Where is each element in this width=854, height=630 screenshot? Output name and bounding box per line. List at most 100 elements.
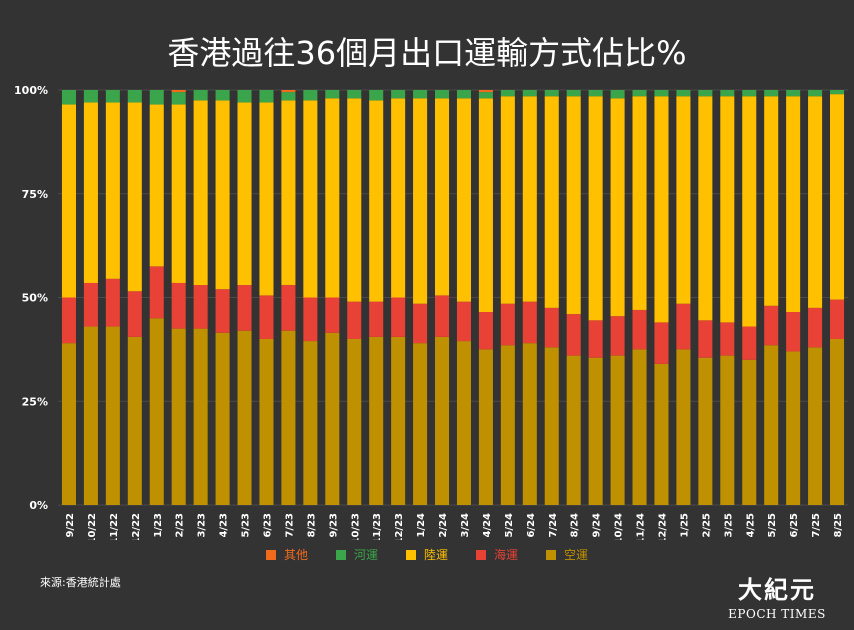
bar-segment-陸運 — [764, 96, 779, 306]
bar-segment-河運 — [127, 90, 142, 103]
bar-segment-河運 — [456, 90, 471, 99]
bar-segment-河運 — [215, 90, 230, 101]
x-tick-label: 3/24 — [460, 513, 471, 538]
bar-stack-5-25 — [764, 90, 779, 505]
y-tick-label: 0% — [29, 499, 48, 512]
x-tick-label: 1/23 — [153, 513, 164, 538]
y-tick-label: 75% — [22, 188, 48, 201]
bar-segment-空運 — [325, 332, 340, 505]
x-tick-label: 5/24 — [504, 513, 515, 538]
legend-swatch — [546, 549, 557, 560]
bar-segment-陸運 — [435, 98, 450, 296]
bar-segment-海運 — [522, 301, 537, 344]
bar-segment-陸運 — [171, 104, 186, 283]
bar-segment-海運 — [325, 297, 340, 333]
x-tick-label: 4/25 — [745, 513, 756, 538]
bar-segment-陸運 — [391, 98, 406, 298]
x-tick-label: 9/23 — [328, 513, 339, 538]
bar-stack-11-22 — [105, 90, 120, 505]
bar-segment-陸運 — [303, 100, 318, 298]
bar-stack-4-24 — [478, 90, 493, 505]
bar-stack-5-24 — [500, 90, 515, 505]
chart-legend: 其他 河運 陸運 海運 空運 — [0, 546, 854, 563]
bar-stack-11-24 — [632, 90, 647, 505]
bar-segment-陸運 — [742, 96, 757, 327]
bar-segment-陸運 — [830, 94, 845, 300]
chart-title: 香港過往36個月出口運輸方式佔比% — [167, 34, 687, 72]
x-tick-label: 11/22 — [109, 513, 120, 540]
bar-stacks — [61, 90, 845, 505]
bar-segment-空運 — [742, 359, 757, 505]
bar-segment-空運 — [764, 345, 779, 505]
bar-segment-河運 — [742, 90, 757, 97]
bar-segment-陸運 — [61, 104, 76, 298]
bar-stack-9-23 — [325, 90, 340, 505]
bar-segment-河運 — [391, 90, 406, 99]
bar-segment-海運 — [369, 301, 384, 337]
bar-segment-陸運 — [720, 96, 735, 323]
bar-segment-空運 — [391, 336, 406, 505]
bar-segment-海運 — [654, 322, 669, 364]
x-tick-label: 1/24 — [416, 513, 427, 538]
bar-stack-9-24 — [588, 90, 603, 505]
bar-segment-空運 — [193, 328, 208, 505]
bar-stack-7-23 — [281, 90, 296, 505]
bar-segment-海運 — [830, 299, 845, 339]
bar-segment-空運 — [369, 336, 384, 505]
bar-segment-空運 — [566, 355, 581, 505]
x-tick-label: 8/25 — [833, 513, 844, 538]
bar-segment-空運 — [786, 351, 801, 505]
bar-stack-12-22 — [127, 90, 142, 505]
bar-segment-空運 — [456, 341, 471, 505]
bar-segment-河運 — [193, 90, 208, 101]
source-note: 來源:香港統計處 — [40, 576, 121, 589]
bar-segment-陸運 — [237, 102, 252, 286]
bar-stack-8-23 — [303, 90, 318, 505]
bar-stack-7-24 — [544, 90, 559, 505]
bar-stack-10-23 — [347, 90, 362, 505]
x-tick-label: 5/25 — [767, 513, 778, 538]
bar-segment-河運 — [544, 90, 559, 97]
bar-stack-8-24 — [566, 90, 581, 505]
logo-english-text: EPOCH TIMES — [728, 607, 826, 621]
bar-segment-河運 — [83, 90, 98, 103]
legend-item: 空運 — [546, 546, 588, 563]
bar-segment-河運 — [830, 90, 845, 95]
bar-stack-3-23 — [193, 90, 208, 505]
bar-segment-陸運 — [369, 100, 384, 302]
bar-segment-海運 — [237, 285, 252, 331]
legend-swatch — [405, 549, 416, 560]
bar-segment-空運 — [632, 349, 647, 505]
bar-segment-陸運 — [325, 98, 340, 298]
bar-stack-3-25 — [720, 90, 735, 505]
x-tick-label: 1/25 — [679, 513, 690, 538]
bar-segment-陸運 — [105, 102, 120, 279]
bar-stack-6-23 — [259, 90, 274, 505]
bar-segment-空運 — [808, 347, 823, 505]
bar-stack-12-24 — [654, 90, 669, 505]
x-tick-label: 7/24 — [548, 513, 559, 538]
bar-segment-空運 — [61, 343, 76, 505]
x-tick-label: 2/23 — [175, 513, 186, 538]
bar-stack-1-24 — [413, 90, 428, 505]
legend-label: 空運 — [564, 548, 589, 562]
bar-stack-3-24 — [456, 90, 471, 505]
bar-stack-10-22 — [83, 90, 98, 505]
bar-segment-河運 — [325, 90, 340, 99]
bar-segment-陸運 — [632, 96, 647, 310]
x-tick-label: 9/22 — [65, 513, 76, 538]
bar-segment-河運 — [808, 90, 823, 97]
bar-segment-河運 — [588, 90, 603, 97]
bar-segment-河運 — [281, 92, 296, 101]
bar-segment-空運 — [171, 328, 186, 505]
bar-stack-5-23 — [237, 90, 252, 505]
bar-segment-陸運 — [215, 100, 230, 290]
bar-segment-空運 — [347, 339, 362, 505]
bar-segment-海運 — [61, 297, 76, 344]
bar-segment-海運 — [500, 303, 515, 346]
bar-stack-11-23 — [369, 90, 384, 505]
logo-chinese-text: 大紀元 — [738, 575, 816, 604]
bar-segment-空運 — [544, 347, 559, 505]
bar-segment-河運 — [478, 92, 493, 99]
bar-segment-空運 — [676, 349, 691, 505]
